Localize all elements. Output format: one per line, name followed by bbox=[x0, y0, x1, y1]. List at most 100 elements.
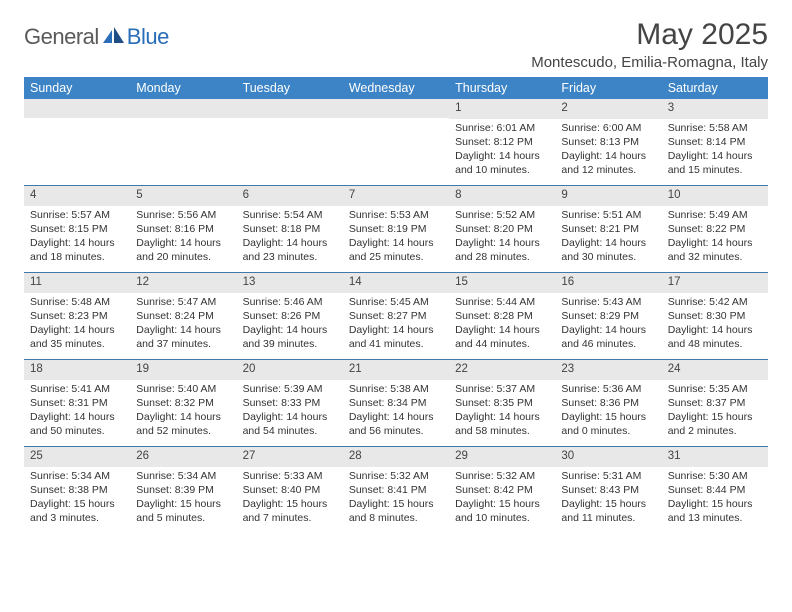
day-cell: 2Sunrise: 6:00 AMSunset: 8:13 PMDaylight… bbox=[555, 99, 661, 185]
daylight-text: Daylight: 15 hours and 10 minutes. bbox=[455, 497, 549, 525]
sunset-text: Sunset: 8:44 PM bbox=[668, 483, 762, 497]
day-number: 24 bbox=[662, 360, 768, 380]
title-block: May 2025 Montescudo, Emilia-Romagna, Ita… bbox=[531, 18, 768, 71]
daylight-text: Daylight: 15 hours and 7 minutes. bbox=[243, 497, 337, 525]
sunrise-text: Sunrise: 5:51 AM bbox=[561, 208, 655, 222]
sunset-text: Sunset: 8:32 PM bbox=[136, 396, 230, 410]
sunset-text: Sunset: 8:40 PM bbox=[243, 483, 337, 497]
daylight-text: Daylight: 15 hours and 2 minutes. bbox=[668, 410, 762, 438]
day-cell: 4Sunrise: 5:57 AMSunset: 8:15 PMDaylight… bbox=[24, 186, 130, 272]
sunrise-text: Sunrise: 5:30 AM bbox=[668, 469, 762, 483]
daylight-text: Daylight: 15 hours and 8 minutes. bbox=[349, 497, 443, 525]
weekday-header-cell: Monday bbox=[130, 77, 236, 99]
sunrise-text: Sunrise: 5:56 AM bbox=[136, 208, 230, 222]
sunrise-text: Sunrise: 5:46 AM bbox=[243, 295, 337, 309]
logo-text-blue: Blue bbox=[127, 24, 169, 50]
day-cell: 30Sunrise: 5:31 AMSunset: 8:43 PMDayligh… bbox=[555, 447, 661, 533]
day-cell: 20Sunrise: 5:39 AMSunset: 8:33 PMDayligh… bbox=[237, 360, 343, 446]
header-row: General Blue May 2025 Montescudo, Emilia… bbox=[24, 18, 768, 71]
day-number: 23 bbox=[555, 360, 661, 380]
day-number: 6 bbox=[237, 186, 343, 206]
day-number-empty bbox=[24, 99, 130, 118]
week-row: 25Sunrise: 5:34 AMSunset: 8:38 PMDayligh… bbox=[24, 446, 768, 533]
day-body: Sunrise: 6:00 AMSunset: 8:13 PMDaylight:… bbox=[555, 121, 661, 178]
day-body: Sunrise: 5:51 AMSunset: 8:21 PMDaylight:… bbox=[555, 208, 661, 265]
daylight-text: Daylight: 14 hours and 25 minutes. bbox=[349, 236, 443, 264]
sunrise-text: Sunrise: 5:38 AM bbox=[349, 382, 443, 396]
day-number: 17 bbox=[662, 273, 768, 293]
sunrise-text: Sunrise: 5:34 AM bbox=[30, 469, 124, 483]
sunrise-text: Sunrise: 5:40 AM bbox=[136, 382, 230, 396]
sunrise-text: Sunrise: 5:57 AM bbox=[30, 208, 124, 222]
day-body: Sunrise: 5:46 AMSunset: 8:26 PMDaylight:… bbox=[237, 295, 343, 352]
day-body: Sunrise: 5:35 AMSunset: 8:37 PMDaylight:… bbox=[662, 382, 768, 439]
sunrise-text: Sunrise: 5:32 AM bbox=[349, 469, 443, 483]
day-number: 31 bbox=[662, 447, 768, 467]
sunset-text: Sunset: 8:12 PM bbox=[455, 135, 549, 149]
day-body: Sunrise: 5:42 AMSunset: 8:30 PMDaylight:… bbox=[662, 295, 768, 352]
day-number: 30 bbox=[555, 447, 661, 467]
sunrise-text: Sunrise: 5:47 AM bbox=[136, 295, 230, 309]
day-number-empty bbox=[237, 99, 343, 118]
day-cell bbox=[343, 99, 449, 185]
daylight-text: Daylight: 14 hours and 58 minutes. bbox=[455, 410, 549, 438]
sunset-text: Sunset: 8:33 PM bbox=[243, 396, 337, 410]
daylight-text: Daylight: 14 hours and 15 minutes. bbox=[668, 149, 762, 177]
day-body: Sunrise: 5:32 AMSunset: 8:41 PMDaylight:… bbox=[343, 469, 449, 526]
day-cell: 13Sunrise: 5:46 AMSunset: 8:26 PMDayligh… bbox=[237, 273, 343, 359]
day-number: 29 bbox=[449, 447, 555, 467]
day-body: Sunrise: 5:52 AMSunset: 8:20 PMDaylight:… bbox=[449, 208, 555, 265]
sunrise-text: Sunrise: 5:31 AM bbox=[561, 469, 655, 483]
sunset-text: Sunset: 8:23 PM bbox=[30, 309, 124, 323]
daylight-text: Daylight: 14 hours and 12 minutes. bbox=[561, 149, 655, 177]
day-body: Sunrise: 5:58 AMSunset: 8:14 PMDaylight:… bbox=[662, 121, 768, 178]
sunset-text: Sunset: 8:15 PM bbox=[30, 222, 124, 236]
daylight-text: Daylight: 14 hours and 52 minutes. bbox=[136, 410, 230, 438]
day-body: Sunrise: 5:41 AMSunset: 8:31 PMDaylight:… bbox=[24, 382, 130, 439]
day-cell: 14Sunrise: 5:45 AMSunset: 8:27 PMDayligh… bbox=[343, 273, 449, 359]
sunrise-text: Sunrise: 5:37 AM bbox=[455, 382, 549, 396]
day-cell: 3Sunrise: 5:58 AMSunset: 8:14 PMDaylight… bbox=[662, 99, 768, 185]
day-number: 18 bbox=[24, 360, 130, 380]
sunrise-text: Sunrise: 5:33 AM bbox=[243, 469, 337, 483]
weekday-header-cell: Sunday bbox=[24, 77, 130, 99]
daylight-text: Daylight: 14 hours and 50 minutes. bbox=[30, 410, 124, 438]
day-cell: 11Sunrise: 5:48 AMSunset: 8:23 PMDayligh… bbox=[24, 273, 130, 359]
day-body: Sunrise: 5:49 AMSunset: 8:22 PMDaylight:… bbox=[662, 208, 768, 265]
daylight-text: Daylight: 14 hours and 41 minutes. bbox=[349, 323, 443, 351]
daylight-text: Daylight: 15 hours and 3 minutes. bbox=[30, 497, 124, 525]
week-row: 4Sunrise: 5:57 AMSunset: 8:15 PMDaylight… bbox=[24, 185, 768, 272]
day-cell: 23Sunrise: 5:36 AMSunset: 8:36 PMDayligh… bbox=[555, 360, 661, 446]
day-body: Sunrise: 5:36 AMSunset: 8:36 PMDaylight:… bbox=[555, 382, 661, 439]
daylight-text: Daylight: 14 hours and 10 minutes. bbox=[455, 149, 549, 177]
weekday-header-row: SundayMondayTuesdayWednesdayThursdayFrid… bbox=[24, 77, 768, 99]
sunrise-text: Sunrise: 5:35 AM bbox=[668, 382, 762, 396]
sunset-text: Sunset: 8:29 PM bbox=[561, 309, 655, 323]
sunrise-text: Sunrise: 5:45 AM bbox=[349, 295, 443, 309]
day-body: Sunrise: 5:45 AMSunset: 8:27 PMDaylight:… bbox=[343, 295, 449, 352]
sunset-text: Sunset: 8:13 PM bbox=[561, 135, 655, 149]
daylight-text: Daylight: 14 hours and 54 minutes. bbox=[243, 410, 337, 438]
sunset-text: Sunset: 8:37 PM bbox=[668, 396, 762, 410]
day-body: Sunrise: 5:43 AMSunset: 8:29 PMDaylight:… bbox=[555, 295, 661, 352]
sunset-text: Sunset: 8:19 PM bbox=[349, 222, 443, 236]
daylight-text: Daylight: 14 hours and 44 minutes. bbox=[455, 323, 549, 351]
day-cell: 7Sunrise: 5:53 AMSunset: 8:19 PMDaylight… bbox=[343, 186, 449, 272]
day-number: 27 bbox=[237, 447, 343, 467]
day-body: Sunrise: 5:56 AMSunset: 8:16 PMDaylight:… bbox=[130, 208, 236, 265]
day-number: 16 bbox=[555, 273, 661, 293]
sunset-text: Sunset: 8:20 PM bbox=[455, 222, 549, 236]
weekday-header-cell: Thursday bbox=[449, 77, 555, 99]
weekday-header-cell: Tuesday bbox=[237, 77, 343, 99]
daylight-text: Daylight: 14 hours and 39 minutes. bbox=[243, 323, 337, 351]
day-cell: 24Sunrise: 5:35 AMSunset: 8:37 PMDayligh… bbox=[662, 360, 768, 446]
sunrise-text: Sunrise: 6:00 AM bbox=[561, 121, 655, 135]
sunset-text: Sunset: 8:27 PM bbox=[349, 309, 443, 323]
day-body: Sunrise: 6:01 AMSunset: 8:12 PMDaylight:… bbox=[449, 121, 555, 178]
day-number-empty bbox=[343, 99, 449, 118]
calendar-page: General Blue May 2025 Montescudo, Emilia… bbox=[0, 0, 792, 557]
sunrise-text: Sunrise: 5:52 AM bbox=[455, 208, 549, 222]
day-number: 7 bbox=[343, 186, 449, 206]
daylight-text: Daylight: 15 hours and 0 minutes. bbox=[561, 410, 655, 438]
sunset-text: Sunset: 8:35 PM bbox=[455, 396, 549, 410]
